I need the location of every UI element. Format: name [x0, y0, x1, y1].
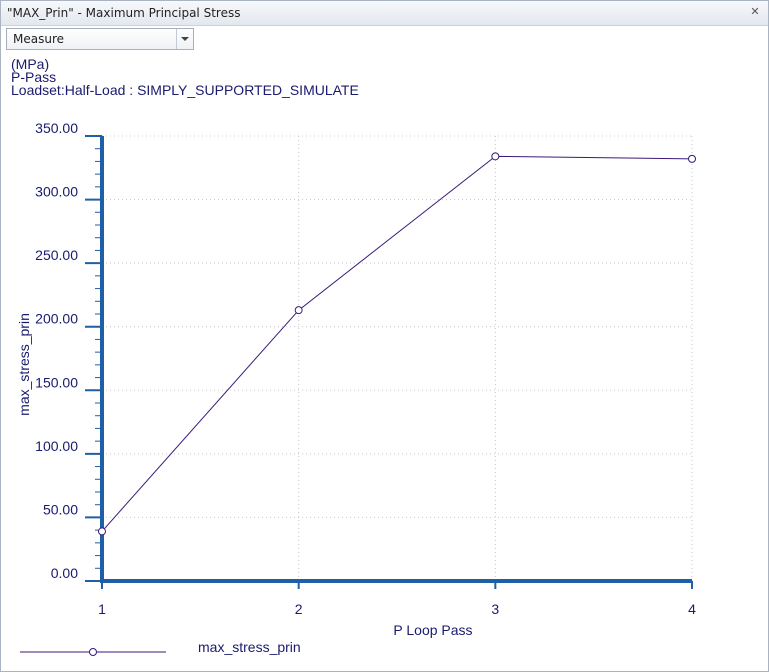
units-label: (MPa)	[11, 56, 50, 72]
close-icon[interactable]: ✕	[750, 5, 760, 18]
pass-label: P-Pass	[11, 69, 57, 85]
y-tick-label: 0.00	[51, 565, 78, 581]
window-title: "MAX_Prin" - Maximum Principal Stress	[7, 6, 241, 20]
series-line	[101, 155, 693, 532]
x-tick-label: 1	[98, 601, 106, 617]
data-point	[294, 306, 303, 315]
chevron-down-icon[interactable]	[176, 29, 193, 49]
loadset-label: Loadset:Half-Load : SIMPLY_SUPPORTED_SIM…	[11, 82, 359, 98]
y-tick-label: 150.00	[35, 374, 78, 390]
data-point	[491, 152, 500, 161]
legend-marker	[89, 648, 97, 656]
data-point	[688, 154, 696, 163]
x-tick-label: 4	[688, 601, 696, 617]
x-axis-label: P Loop Pass	[393, 622, 472, 638]
y-tick-label: 100.00	[35, 438, 78, 454]
y-tick-label: 200.00	[35, 311, 78, 327]
y-axis-label: max_stress_prin	[16, 313, 32, 416]
x-tick-label: 2	[295, 601, 303, 617]
data-point	[98, 527, 106, 536]
title-bar: "MAX_Prin" - Maximum Principal Stress ✕	[1, 1, 768, 26]
y-tick-label: 50.00	[43, 501, 78, 517]
y-tick-label: 300.00	[35, 184, 78, 200]
measure-dropdown-value: Measure	[13, 32, 64, 46]
legend-label: max_stress_prin	[198, 639, 301, 655]
measure-dropdown[interactable]: Measure	[6, 28, 194, 50]
x-tick-label: 3	[491, 601, 499, 617]
y-tick-label: 350.00	[35, 120, 78, 136]
y-tick-label: 250.00	[35, 247, 78, 263]
